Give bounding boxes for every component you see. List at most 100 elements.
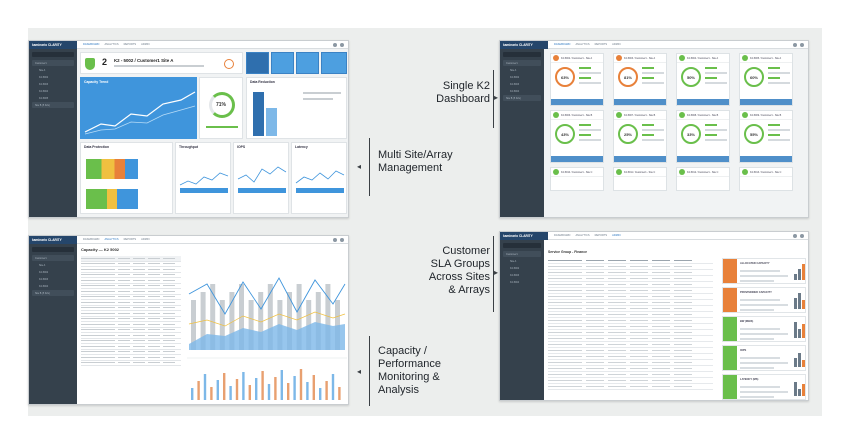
bell-icon[interactable]	[333, 237, 337, 242]
sidebar-item-k2[interactable]: K2-5002	[36, 269, 74, 275]
table-row[interactable]	[81, 267, 181, 273]
k2-system-tile[interactable]: K2-5006 / Customer1 - Site B 43%	[550, 110, 604, 163]
sidebar-item-customer[interactable]: Customer1	[503, 60, 541, 66]
nav-reports[interactable]: REPORTS	[123, 43, 137, 46]
sidebar-search-input[interactable]	[503, 52, 541, 57]
nav-admin[interactable]: ADMIN	[612, 43, 621, 46]
k2-system-tile[interactable]: K2-5002 / Customer1 - Site A 63%	[550, 53, 604, 106]
nav-dashboard[interactable]: DASHBOARD	[83, 43, 100, 46]
sidebar-search-input[interactable]	[32, 247, 74, 252]
bell-icon[interactable]	[793, 233, 797, 238]
table-row[interactable]	[548, 288, 713, 294]
k2-system-tile[interactable]: K2-5009 / Customer1 - Site B 55%	[739, 110, 793, 163]
table-row[interactable]	[548, 300, 713, 306]
table-row[interactable]	[81, 284, 181, 289]
k2-system-tile[interactable]: K2-5004 / Customer1 - Site A 50%	[676, 53, 730, 106]
k2-system-tile[interactable]: K2-5012 / Customer1 - Site C	[676, 167, 730, 191]
nav-admin[interactable]: ADMIN	[141, 43, 150, 46]
sidebar-item-site[interactable]: Site B (5 K2s)	[32, 290, 74, 296]
status-tile[interactable]	[246, 52, 269, 74]
sla-metric-box[interactable]: PROVISIONED CAPACITY	[722, 287, 806, 313]
sidebar-item-customer[interactable]: Customer1	[32, 60, 74, 66]
nav-analytics[interactable]: ANALYTICS	[575, 234, 590, 237]
table-row[interactable]	[81, 350, 181, 355]
nav-analytics[interactable]: ANALYTICS	[104, 238, 119, 241]
table-row[interactable]	[548, 342, 713, 348]
sla-metric-box[interactable]: BW (MB/S)	[722, 316, 806, 342]
bell-icon[interactable]	[333, 42, 337, 47]
table-row[interactable]	[81, 262, 181, 267]
user-icon[interactable]	[800, 42, 804, 47]
table-row[interactable]	[81, 361, 181, 366]
k2-system-tile[interactable]: K2-5013 / Customer1 - Site C	[739, 167, 793, 191]
nav-reports[interactable]: REPORTS	[123, 238, 137, 241]
sidebar-item-k2[interactable]: K2-5004	[36, 283, 74, 289]
sidebar-item-k2[interactable]: K2-5003	[36, 81, 74, 87]
sidebar-item-site[interactable]: Site A	[507, 258, 541, 264]
table-row[interactable]	[81, 322, 181, 328]
sidebar-item-k2[interactable]: K2-5003	[507, 81, 541, 87]
sidebar-item-k2[interactable]: K2-5002	[507, 265, 541, 271]
table-row[interactable]	[81, 339, 181, 344]
sidebar-item-k2[interactable]: K2-5003	[507, 272, 541, 278]
table-row[interactable]	[548, 372, 713, 378]
sidebar-search-input[interactable]	[32, 52, 74, 57]
table-row[interactable]	[81, 344, 181, 350]
table-row[interactable]	[548, 258, 713, 264]
k2-system-tile[interactable]: K2-5008 / Customer1 - Site B 33%	[676, 110, 730, 163]
table-row[interactable]	[548, 378, 713, 384]
sla-metric-box[interactable]: LATENCY (MS)	[722, 374, 806, 400]
table-row[interactable]	[548, 336, 713, 342]
table-row[interactable]	[81, 295, 181, 300]
sidebar-item-k2[interactable]: K2-5004	[507, 279, 541, 285]
table-row[interactable]	[548, 354, 713, 360]
nav-analytics[interactable]: ANALYTICS	[104, 43, 119, 46]
k2-system-tile[interactable]: K2-5007 / Customer1 - Site B 25%	[613, 110, 667, 163]
sidebar-item-k2[interactable]: K2-5002	[507, 74, 541, 80]
sidebar-item-customer[interactable]: Customer1	[503, 251, 541, 257]
status-tile[interactable]	[321, 52, 347, 74]
table-row[interactable]	[81, 317, 181, 322]
table-row[interactable]	[548, 330, 713, 336]
sidebar-item-site[interactable]: Site A	[507, 67, 541, 73]
user-icon[interactable]	[340, 237, 344, 242]
k2-system-tile[interactable]: K2-5010 / Customer1 - Site C	[550, 167, 604, 191]
table-row[interactable]	[81, 300, 181, 306]
bell-icon[interactable]	[793, 42, 797, 47]
table-row[interactable]	[81, 273, 181, 278]
user-icon[interactable]	[800, 233, 804, 238]
table-row[interactable]	[81, 328, 181, 333]
sidebar-item-site[interactable]: Site A	[36, 67, 74, 73]
sla-metric-box[interactable]: IOPS	[722, 345, 806, 371]
table-row[interactable]	[548, 294, 713, 300]
sidebar-item-site[interactable]: Site B (5 K2s)	[503, 95, 541, 101]
table-row[interactable]	[548, 306, 713, 312]
table-row[interactable]	[548, 324, 713, 330]
table-row[interactable]	[81, 278, 181, 284]
sidebar-item-k2[interactable]: K2-5004	[36, 88, 74, 94]
nav-reports[interactable]: REPORTS	[594, 43, 608, 46]
nav-analytics[interactable]: ANALYTICS	[575, 43, 590, 46]
table-row[interactable]	[81, 311, 181, 317]
nav-dashboard[interactable]: DASHBOARD	[554, 43, 571, 46]
nav-dashboard[interactable]: DASHBOARD	[83, 238, 100, 241]
nav-admin[interactable]: ADMIN	[612, 234, 621, 237]
sidebar-item-k2[interactable]: K2-5005	[36, 95, 74, 101]
sidebar-item-k2[interactable]: K2-5004	[507, 88, 541, 94]
table-row[interactable]	[548, 384, 713, 390]
table-row[interactable]	[81, 306, 181, 311]
table-row[interactable]	[548, 276, 713, 282]
status-tile[interactable]	[271, 52, 294, 74]
sidebar-item-customer[interactable]: Customer1	[32, 255, 74, 261]
sla-metric-box[interactable]: ALLOCATED CAPACITY	[722, 258, 806, 284]
table-row[interactable]	[548, 360, 713, 366]
nav-dashboard[interactable]: DASHBOARD	[554, 234, 571, 237]
sidebar-item-site[interactable]: Site B (5 K2s)	[32, 102, 74, 108]
sidebar-item-k2[interactable]: K2-5003	[36, 276, 74, 282]
table-row[interactable]	[548, 318, 713, 324]
sidebar-search-input[interactable]	[503, 243, 541, 248]
sidebar-item-site[interactable]: Site A	[36, 262, 74, 268]
table-row[interactable]	[548, 270, 713, 276]
table-row[interactable]	[81, 289, 181, 295]
k2-system-tile[interactable]: K2-5011 / Customer1 - Site C	[613, 167, 667, 191]
